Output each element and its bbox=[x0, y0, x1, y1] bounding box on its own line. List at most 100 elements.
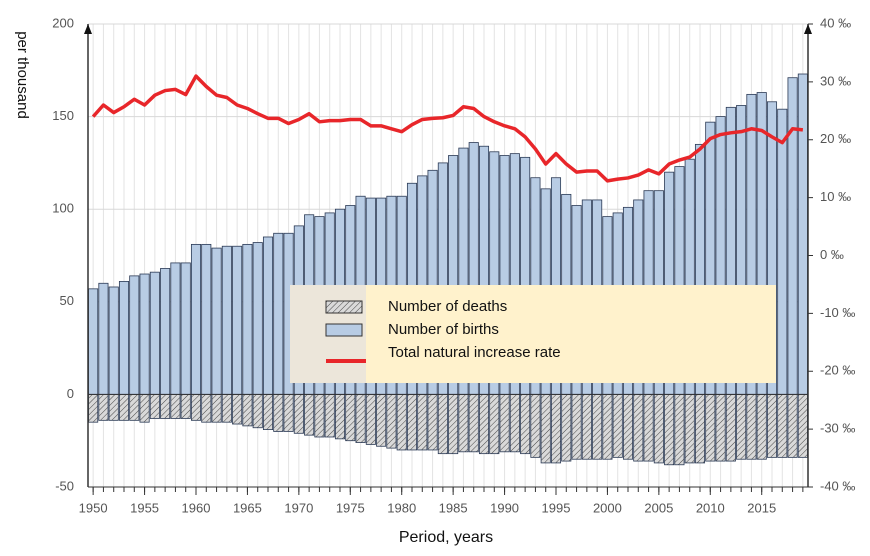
x-tick-label: 1970 bbox=[284, 500, 313, 515]
bar bbox=[118, 393, 130, 421]
bar bbox=[129, 275, 140, 395]
bar bbox=[612, 393, 623, 458]
legend-label: Total natural increase rate bbox=[388, 344, 561, 361]
bar bbox=[273, 393, 284, 432]
y2-tick-label: -20 ‰ bbox=[820, 363, 855, 378]
bar bbox=[232, 393, 243, 425]
bar bbox=[149, 271, 160, 395]
bar bbox=[170, 262, 181, 395]
bar bbox=[242, 393, 253, 427]
legend-label: Number of deaths bbox=[388, 298, 507, 315]
bar bbox=[252, 393, 263, 429]
x-tick-label: 1980 bbox=[387, 500, 416, 515]
x-tick-label: 1950 bbox=[79, 500, 108, 515]
y-tick-label: 100 bbox=[52, 201, 74, 216]
bar bbox=[118, 281, 130, 395]
x-tick-label: 1990 bbox=[490, 500, 519, 515]
y2-tick-label: -10 ‰ bbox=[820, 305, 855, 320]
bar bbox=[232, 245, 243, 395]
bar bbox=[520, 393, 531, 455]
bar bbox=[756, 393, 767, 460]
bar bbox=[324, 393, 335, 438]
bar bbox=[180, 393, 191, 419]
bar bbox=[571, 393, 582, 460]
bar bbox=[602, 393, 613, 460]
bar bbox=[98, 393, 109, 421]
bar bbox=[530, 393, 541, 458]
legend-label: Number of births bbox=[388, 321, 499, 338]
y-tick-label: 150 bbox=[52, 108, 74, 123]
bar bbox=[160, 268, 171, 395]
bar bbox=[262, 236, 274, 395]
bar bbox=[386, 393, 397, 449]
bar bbox=[705, 393, 716, 462]
bar bbox=[88, 393, 99, 423]
bar bbox=[581, 393, 592, 460]
bar bbox=[396, 393, 407, 451]
bar bbox=[417, 393, 428, 451]
x-axis-label: Period, years bbox=[399, 529, 493, 546]
bar bbox=[108, 393, 119, 421]
bar bbox=[448, 393, 459, 455]
bar bbox=[787, 393, 798, 458]
bar bbox=[427, 393, 438, 451]
bar bbox=[149, 393, 160, 419]
bar bbox=[509, 393, 520, 453]
bar bbox=[242, 243, 253, 395]
y-axis-label: per thousand bbox=[14, 31, 31, 119]
bar bbox=[160, 393, 171, 419]
bar bbox=[190, 393, 202, 421]
bar bbox=[262, 393, 274, 430]
x-tick-label: 1955 bbox=[130, 500, 159, 515]
bar bbox=[211, 393, 222, 423]
bar bbox=[643, 393, 654, 462]
bar bbox=[674, 393, 685, 466]
bar bbox=[314, 393, 325, 438]
bar bbox=[478, 393, 490, 455]
bar bbox=[406, 393, 418, 451]
bar bbox=[694, 393, 706, 464]
y2-tick-label: -40 ‰ bbox=[820, 478, 855, 493]
legend-box bbox=[290, 285, 776, 383]
legend-swatch bbox=[325, 323, 363, 337]
x-tick-label: 2015 bbox=[747, 500, 776, 515]
bar bbox=[664, 393, 675, 466]
axis-arrow bbox=[804, 24, 812, 34]
bar bbox=[458, 393, 469, 453]
bar bbox=[170, 393, 181, 419]
bar bbox=[622, 393, 634, 460]
bar bbox=[293, 393, 304, 434]
bar bbox=[180, 262, 191, 395]
bar bbox=[561, 393, 572, 462]
bar bbox=[334, 393, 346, 440]
y-tick-label: 200 bbox=[52, 15, 74, 30]
x-tick-label: 2005 bbox=[644, 500, 673, 515]
bar bbox=[468, 393, 479, 453]
y2-tick-label: 40 ‰ bbox=[820, 15, 851, 30]
x-tick-label: 1960 bbox=[182, 500, 211, 515]
bar bbox=[715, 393, 726, 462]
bar bbox=[211, 247, 222, 395]
y-tick-label: -50 bbox=[55, 478, 74, 493]
bar bbox=[437, 393, 448, 455]
bar bbox=[139, 273, 150, 395]
x-tick-label: 1995 bbox=[542, 500, 571, 515]
bar bbox=[633, 393, 644, 462]
bar bbox=[797, 73, 808, 395]
bar bbox=[365, 393, 376, 445]
x-tick-label: 1985 bbox=[439, 500, 468, 515]
y-tick-label: 50 bbox=[60, 293, 74, 308]
bar bbox=[787, 77, 798, 395]
bar bbox=[540, 393, 551, 464]
axis-arrow bbox=[84, 24, 92, 34]
bar bbox=[684, 393, 695, 464]
x-tick-label: 1975 bbox=[336, 500, 365, 515]
x-tick-label: 1965 bbox=[233, 500, 262, 515]
bar bbox=[139, 393, 150, 423]
bar bbox=[376, 393, 387, 447]
bar bbox=[550, 393, 562, 464]
bar bbox=[221, 393, 232, 423]
bar bbox=[129, 393, 140, 421]
bar bbox=[98, 282, 109, 395]
